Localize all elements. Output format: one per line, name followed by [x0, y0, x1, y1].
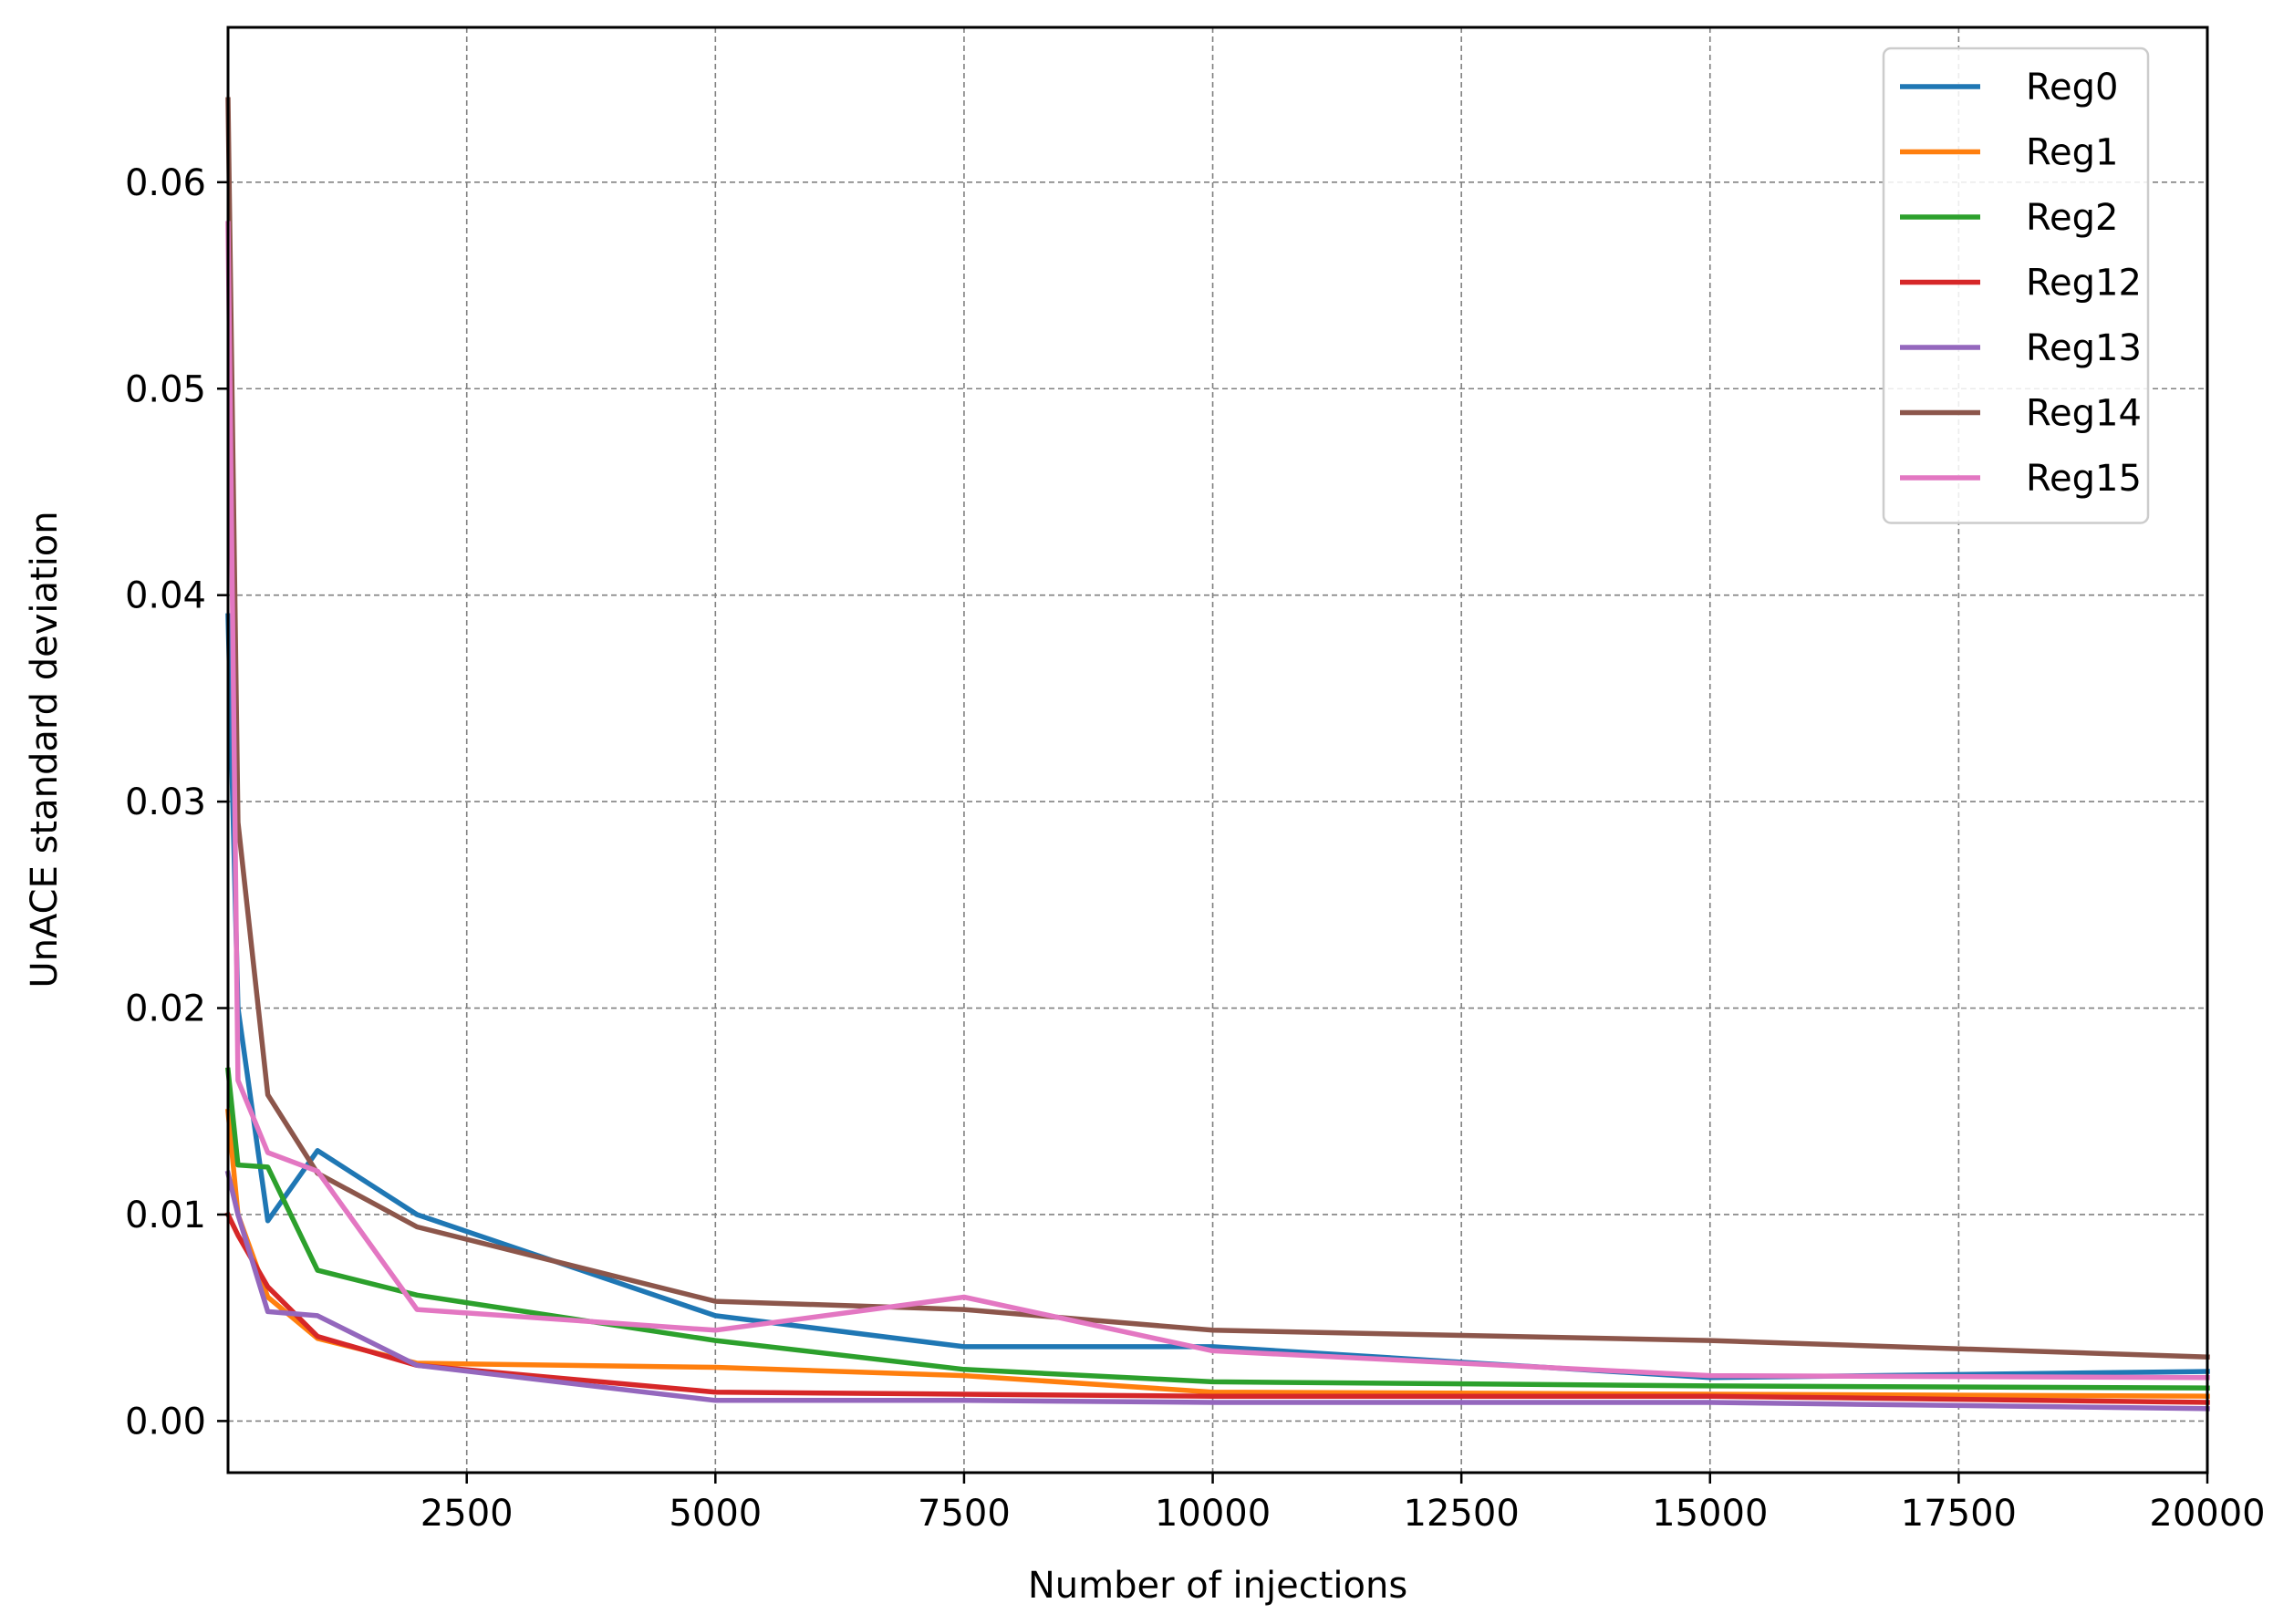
legend-label-reg1: Reg1 [2026, 132, 2118, 174]
legend-label-reg12: Reg12 [2026, 263, 2142, 305]
y-tick-label: 0.05 [125, 368, 206, 410]
x-tick-label: 10000 [1155, 1493, 1271, 1535]
y-tick-label: 0.00 [125, 1401, 206, 1443]
y-tick-label: 0.01 [125, 1195, 206, 1236]
y-tick-label: 0.06 [125, 162, 206, 204]
legend-label-reg15: Reg15 [2026, 458, 2142, 500]
legend-label-reg0: Reg0 [2026, 67, 2118, 109]
x-tick-label: 12500 [1404, 1493, 1520, 1535]
legend-label-reg13: Reg13 [2026, 327, 2142, 369]
y-tick-label: 0.03 [125, 781, 206, 823]
x-tick-label: 20000 [2149, 1493, 2265, 1535]
x-tick-label: 7500 [918, 1493, 1011, 1535]
legend-label-reg2: Reg2 [2026, 197, 2118, 239]
series-line-reg14 [225, 97, 2210, 1360]
legend-label-reg14: Reg14 [2026, 393, 2142, 435]
y-tick-label: 0.02 [125, 988, 206, 1030]
x-axis-label: Number of injections [1028, 1565, 1407, 1607]
legend: Reg0 Reg1 Reg2 Reg12 Reg13 Reg14 Reg15 [1882, 47, 2150, 524]
axis-ticks: 2500 5000 7500 10000 12500 15000 17500 20000 0.0… [125, 162, 2266, 1535]
x-tick-label: 5000 [669, 1493, 762, 1535]
series-lines [224, 97, 2210, 1412]
x-tick-label: 2500 [420, 1493, 514, 1535]
series-line-reg15 [225, 221, 2210, 1381]
y-tick-label: 0.04 [125, 575, 206, 617]
x-tick-label: 17500 [1901, 1493, 2017, 1535]
plot-frame [226, 26, 2209, 1474]
series-line-reg13 [224, 1170, 2210, 1412]
y-axis-label: UnACE standard deviation [24, 511, 66, 988]
legend-box [1882, 47, 2150, 524]
x-tick-label: 15000 [1652, 1493, 1768, 1535]
